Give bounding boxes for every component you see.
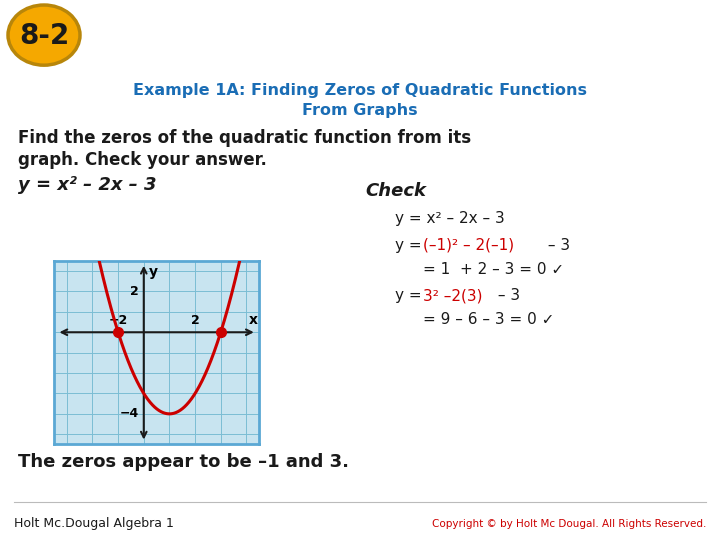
Text: The zeros appear to be –1 and 3.: The zeros appear to be –1 and 3.: [18, 453, 349, 471]
Text: (–1)² – 2(–1): (–1)² – 2(–1): [423, 238, 514, 253]
Text: – 3: – 3: [493, 288, 520, 303]
Text: = 1  + 2 – 3 = 0 ✓: = 1 + 2 – 3 = 0 ✓: [423, 262, 564, 276]
Text: y = x² – 2x – 3: y = x² – 2x – 3: [395, 211, 505, 226]
Text: y = x² – 2x – 3: y = x² – 2x – 3: [18, 176, 156, 194]
Ellipse shape: [8, 5, 80, 65]
Text: x: x: [248, 313, 257, 327]
Text: graph. Check your answer.: graph. Check your answer.: [18, 151, 267, 168]
Text: 8-2: 8-2: [19, 22, 69, 50]
Text: = 9 – 6 – 3 = 0 ✓: = 9 – 6 – 3 = 0 ✓: [423, 312, 554, 327]
Text: Characteristics of Quadratic Functions: Characteristics of Quadratic Functions: [98, 24, 610, 48]
Text: Holt Mc.Dougal Algebra 1: Holt Mc.Dougal Algebra 1: [14, 517, 174, 530]
Text: 2: 2: [191, 314, 199, 327]
Text: Example 1A: Finding Zeros of Quadratic Functions: Example 1A: Finding Zeros of Quadratic F…: [133, 83, 587, 98]
Text: From Graphs: From Graphs: [302, 103, 418, 118]
Text: Check: Check: [365, 183, 426, 200]
Text: y: y: [148, 265, 158, 279]
Text: Find the zeros of the quadratic function from its: Find the zeros of the quadratic function…: [18, 129, 471, 146]
Text: y =: y =: [395, 238, 426, 253]
Text: 3² –2(3): 3² –2(3): [423, 288, 482, 303]
Text: y =: y =: [395, 288, 426, 303]
Text: Copyright © by Holt Mc Dougal. All Rights Reserved.: Copyright © by Holt Mc Dougal. All Right…: [431, 519, 706, 529]
Text: −4: −4: [120, 407, 139, 420]
Text: – 3: – 3: [543, 238, 570, 253]
Text: −2: −2: [109, 314, 127, 327]
Text: 2: 2: [130, 285, 139, 298]
